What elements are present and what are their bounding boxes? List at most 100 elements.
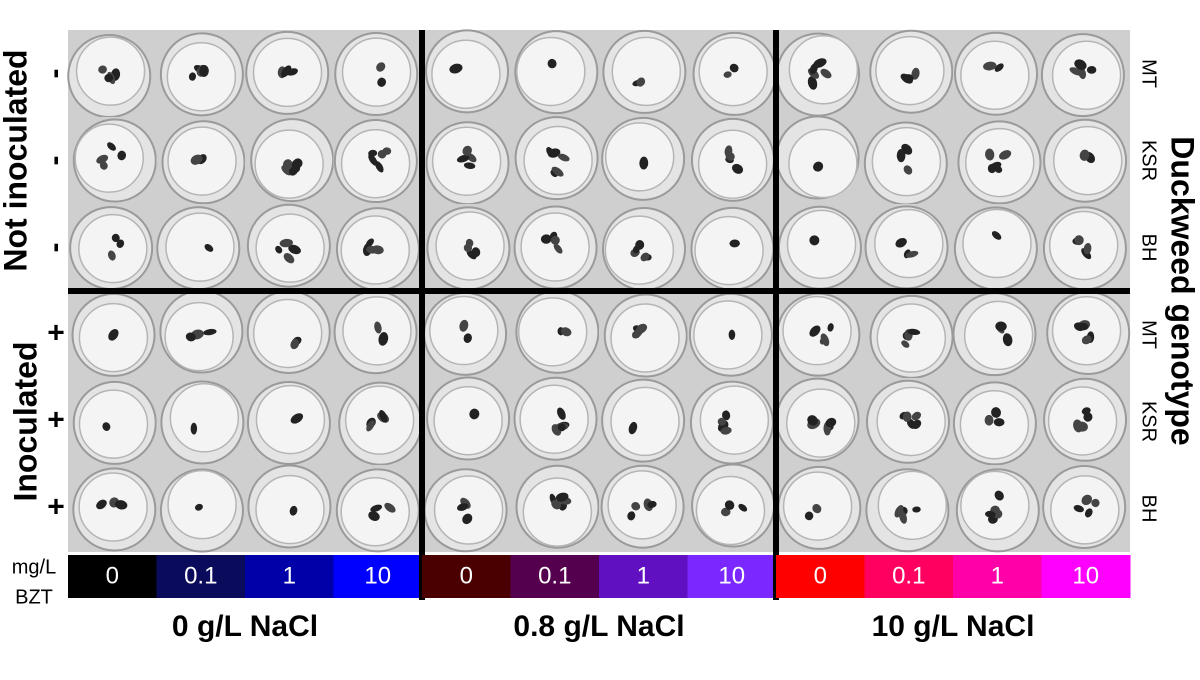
frond: [96, 499, 107, 510]
dose-swatch: [687, 555, 777, 598]
well-inner: [963, 300, 1034, 371]
frond: [368, 511, 380, 522]
well-photo: [1041, 377, 1130, 465]
frond: [1073, 504, 1084, 513]
well-inner: [166, 42, 237, 112]
frond: [809, 235, 820, 246]
well-inner: [341, 37, 412, 107]
well-photo: [1041, 117, 1130, 204]
frond: [1081, 335, 1092, 345]
well-inner: [607, 470, 677, 540]
well-photo: [156, 289, 245, 378]
dose-swatch: [776, 555, 865, 598]
well-inner: [255, 384, 326, 455]
well-inner: [1051, 40, 1122, 111]
well-photo: [156, 117, 246, 205]
well-inner: [165, 212, 235, 282]
frond: [550, 235, 560, 245]
frond: [731, 163, 744, 174]
well-inner: [431, 39, 501, 109]
frond: [723, 71, 732, 78]
well-photo: [1041, 290, 1131, 378]
frond: [636, 77, 646, 87]
frond: [377, 149, 387, 159]
well-photo: [510, 464, 600, 552]
frond: [1074, 59, 1087, 70]
frond: [631, 502, 641, 511]
well-inner: [871, 126, 942, 197]
frond: [551, 166, 564, 177]
well-inner: [693, 300, 763, 370]
frond: [107, 142, 116, 151]
dose-label: 1: [637, 562, 650, 589]
frond: [807, 415, 818, 426]
well-photo: [687, 463, 776, 552]
frond: [994, 490, 1004, 501]
well-photo: [422, 117, 511, 206]
frond: [275, 245, 283, 254]
frond: [812, 504, 822, 514]
frond: [985, 510, 996, 518]
well-photo: [245, 464, 334, 552]
frond: [108, 329, 119, 341]
frond: [199, 64, 209, 77]
frond: [281, 65, 292, 78]
frond: [994, 165, 1003, 173]
dose-swatch: [864, 555, 954, 598]
dose-label: 10: [364, 562, 391, 589]
well-inner: [78, 389, 149, 459]
sign-label: -: [38, 243, 71, 253]
frond: [729, 63, 739, 73]
well-photo: [333, 204, 422, 292]
well-inner: [167, 469, 237, 540]
frond: [911, 67, 920, 80]
frond: [377, 77, 386, 87]
frond: [1086, 65, 1097, 74]
well-inner: [604, 122, 675, 192]
dose-label: 0: [106, 562, 119, 589]
frond: [991, 231, 1002, 240]
frond: [911, 411, 922, 421]
frond: [290, 338, 300, 350]
dose-swatch: [1041, 555, 1131, 598]
well-photo: [68, 378, 157, 465]
frond: [471, 247, 481, 257]
bzt-label: mg/L: [12, 556, 56, 578]
well-photo: [333, 378, 423, 466]
well-photo: [864, 29, 954, 117]
frond: [116, 239, 125, 248]
frond: [557, 423, 566, 432]
frond: [635, 240, 645, 250]
well-inner: [877, 470, 948, 541]
well-photo: [864, 291, 954, 379]
frond: [111, 233, 120, 243]
frond: [462, 145, 472, 156]
well-inner: [960, 470, 1030, 541]
frond: [368, 149, 378, 157]
well-inner: [523, 125, 593, 196]
frond: [1077, 66, 1087, 80]
frond: [1002, 333, 1013, 347]
frond: [462, 513, 473, 525]
frond: [384, 502, 396, 513]
genotype-label: BH: [1138, 495, 1160, 523]
frond: [1079, 322, 1089, 330]
well-inner: [519, 384, 589, 454]
frond: [96, 154, 109, 164]
well-inner: [610, 303, 680, 373]
well-photo: [953, 30, 1042, 117]
frond: [204, 244, 214, 252]
frond: [98, 65, 107, 74]
frond: [994, 63, 1004, 72]
genotype-label: MT: [1138, 320, 1160, 349]
frond: [456, 154, 470, 163]
well-inner: [959, 390, 1030, 460]
frond: [1083, 412, 1093, 422]
frond: [463, 162, 476, 169]
frond: [901, 340, 910, 348]
frond: [632, 328, 644, 339]
frond: [903, 74, 914, 84]
well-inner: [874, 208, 944, 279]
frond: [557, 153, 570, 162]
